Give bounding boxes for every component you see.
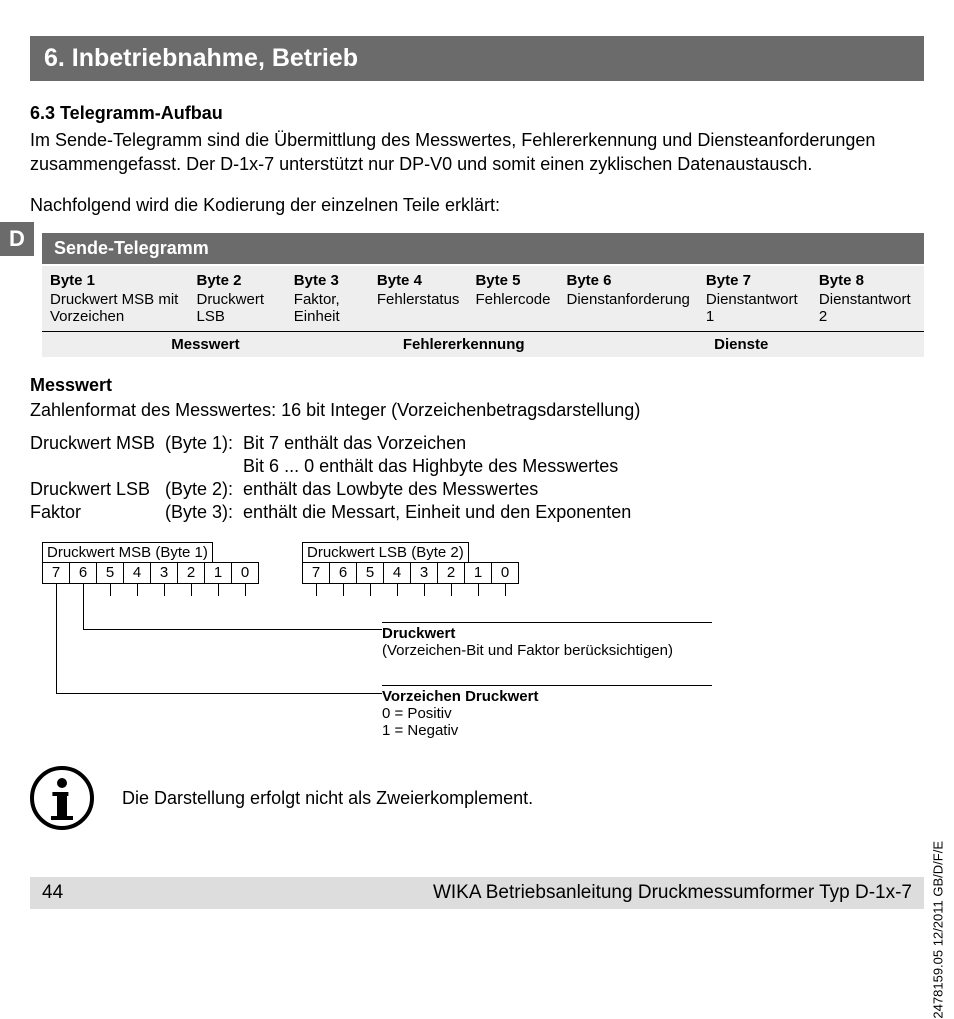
byte-header: Byte 1	[42, 266, 188, 291]
byte-desc: Dienstantwort 1	[698, 291, 811, 332]
table-row: Druckwert MSB(Byte 1):Bit 7 enthält das …	[30, 432, 641, 455]
def-c1	[30, 455, 165, 478]
table-row: Bit 6 ... 0 enthält das Highbyte des Mes…	[30, 455, 641, 478]
def-c1: Druckwert MSB	[30, 432, 165, 455]
annotation-line: 0 = Positiv	[382, 705, 712, 722]
def-c2: (Byte 2):	[165, 478, 243, 501]
byte-desc: Fehlercode	[467, 291, 558, 332]
bit-row: 7 6 5 4 3 2 1 0	[302, 562, 532, 584]
bit-row: 7 6 5 4 3 2 1 0	[42, 562, 272, 584]
language-tab: D	[0, 222, 34, 256]
byte-desc: Druckwert LSB	[188, 291, 285, 332]
annotation-line: 1 = Negativ	[382, 722, 712, 739]
bit-cell: 6	[69, 562, 97, 584]
annotation-title: Druckwert	[382, 622, 712, 642]
byte-header: Byte 4	[369, 266, 468, 291]
def-c2	[165, 455, 243, 478]
def-c1: Faktor	[30, 501, 165, 524]
bit-block-label: Druckwert LSB (Byte 2)	[302, 542, 469, 562]
page-title: 6. Inbetriebnahme, Betrieb	[30, 36, 924, 81]
byte-header: Byte 6	[558, 266, 697, 291]
def-c3: Bit 6 ... 0 enthält das Highbyte des Mes…	[243, 455, 641, 478]
byte-group: Messwert	[42, 331, 369, 357]
byte-group: Fehlererkennung	[369, 331, 559, 357]
bit-cell: 4	[383, 562, 411, 584]
def-c3: Bit 7 enthält das Vorzeichen	[243, 432, 641, 455]
bit-block-label: Druckwert MSB (Byte 1)	[42, 542, 213, 562]
footer-text: WIKA Betriebsanleitung Druckmessumformer…	[433, 882, 912, 904]
annotation-vorzeichen: Vorzeichen Druckwert 0 = Positiv 1 = Neg…	[382, 685, 712, 739]
info-icon	[30, 766, 94, 830]
byte-header: Byte 8	[811, 266, 924, 291]
bit-cell: 0	[491, 562, 519, 584]
bit-block-lsb: Druckwert LSB (Byte 2) 7 6 5 4 3 2 1 0	[302, 542, 532, 596]
table-row: Faktor(Byte 3):enthält die Messart, Einh…	[30, 501, 641, 524]
bit-cell: 5	[96, 562, 124, 584]
annotation-sub: (Vorzeichen-Bit und Faktor berücksichtig…	[382, 642, 712, 659]
definition-table: Druckwert MSB(Byte 1):Bit 7 enthält das …	[30, 432, 641, 524]
byte-desc: Dienstantwort 2	[811, 291, 924, 332]
bit-cell: 3	[410, 562, 438, 584]
byte-header: Byte 3	[286, 266, 369, 291]
paragraph-2: Nachfolgend wird die Kodierung der einze…	[30, 193, 924, 217]
section-heading: 6.3 Telegramm-Aufbau	[30, 103, 924, 124]
byte-header: Byte 2	[188, 266, 285, 291]
bit-block-msb: Druckwert MSB (Byte 1) 7 6 5 4 3 2 1 0	[42, 542, 272, 596]
bit-cell: 1	[464, 562, 492, 584]
byte-header: Byte 5	[467, 266, 558, 291]
footer: 44 WIKA Betriebsanleitung Druckmessumfor…	[30, 877, 924, 909]
paragraph-1: Im Sende-Telegramm sind die Übermittlung…	[30, 128, 924, 177]
bit-cell: 7	[42, 562, 70, 584]
messwert-heading: Messwert	[30, 375, 924, 396]
annotation-title: Vorzeichen Druckwert	[382, 685, 712, 705]
def-c2: (Byte 3):	[165, 501, 243, 524]
bit-cell: 2	[177, 562, 205, 584]
table-row: Druckwert LSB(Byte 2):enthält das Lowbyt…	[30, 478, 641, 501]
bit-diagram: Druckwert MSB (Byte 1) 7 6 5 4 3 2 1 0 D…	[42, 542, 924, 752]
def-c2: (Byte 1):	[165, 432, 243, 455]
byte-table: Byte 1 Byte 2 Byte 3 Byte 4 Byte 5 Byte …	[42, 266, 924, 357]
bit-cell: 7	[302, 562, 330, 584]
bit-cell: 5	[356, 562, 384, 584]
messwert-line: Zahlenformat des Messwertes: 16 bit Inte…	[30, 398, 924, 422]
byte-header: Byte 7	[698, 266, 811, 291]
table-row: Byte 1 Byte 2 Byte 3 Byte 4 Byte 5 Byte …	[42, 266, 924, 291]
connector-line	[56, 594, 382, 694]
def-c3: enthält die Messart, Einheit und den Exp…	[243, 501, 641, 524]
bit-cell: 3	[150, 562, 178, 584]
bit-cell: 4	[123, 562, 151, 584]
document-id: 2478159.05 12/2011 GB/D/F/E	[931, 841, 946, 1019]
page-number: 44	[42, 882, 63, 904]
byte-desc: Fehlerstatus	[369, 291, 468, 332]
byte-group: Dienste	[558, 331, 924, 357]
info-note: Die Darstellung erfolgt nicht als Zweier…	[30, 766, 924, 830]
bit-cell: 1	[204, 562, 232, 584]
byte-desc: Druckwert MSB mit Vorzeichen	[42, 291, 188, 332]
table-row: Druckwert MSB mit Vorzeichen Druckwert L…	[42, 291, 924, 332]
bit-cell: 6	[329, 562, 357, 584]
def-c3: enthält das Lowbyte des Messwertes	[243, 478, 641, 501]
sende-telegramm-header: Sende-Telegramm	[42, 233, 924, 264]
annotation-druckwert: Druckwert (Vorzeichen-Bit und Faktor ber…	[382, 622, 712, 659]
byte-desc: Faktor, Einheit	[286, 291, 369, 332]
bit-cell: 0	[231, 562, 259, 584]
table-row: Messwert Fehlererkennung Dienste	[42, 331, 924, 357]
def-c1: Druckwert LSB	[30, 478, 165, 501]
info-text: Die Darstellung erfolgt nicht als Zweier…	[122, 788, 533, 809]
byte-desc: Dienstanforderung	[558, 291, 697, 332]
bit-cell: 2	[437, 562, 465, 584]
